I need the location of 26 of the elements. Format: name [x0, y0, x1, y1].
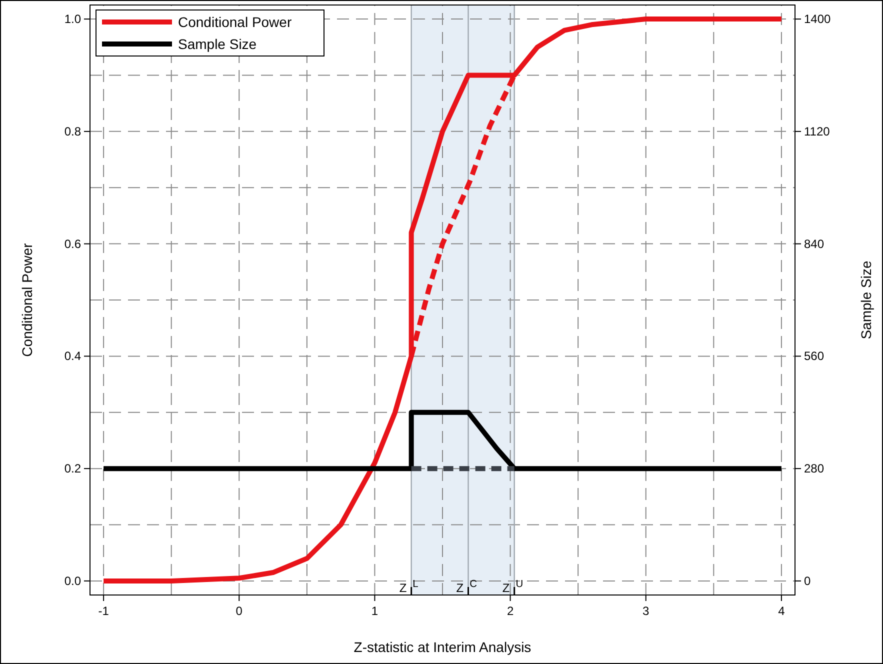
y2-tick-label: 1400 — [804, 12, 832, 26]
legend-label: Conditional Power — [178, 14, 292, 30]
y2-axis-title: Sample Size — [858, 260, 874, 340]
y2-tick-label: 1120 — [804, 124, 830, 138]
ref-line-label: Z$^{U}$ — [502, 578, 524, 595]
y2-tick-label: 0 — [804, 574, 811, 588]
y-tick-label: 1.0 — [64, 12, 82, 26]
x-tick-label: 1 — [371, 604, 378, 618]
ref-line-label: Z$^{L}$ — [399, 578, 419, 595]
legend-label: Sample Size — [178, 36, 257, 52]
y-tick-label: 0.0 — [64, 574, 82, 588]
y-tick-label: 0.8 — [64, 124, 82, 138]
y-tick-label: 0.6 — [64, 236, 82, 251]
y-axis-title: Conditional Power — [19, 242, 35, 357]
y2-tick-label: 560 — [804, 349, 824, 364]
x-tick-label: -1 — [98, 604, 110, 618]
x-tick-label: 2 — [506, 604, 514, 618]
y-tick-label: 0.2 — [64, 462, 82, 476]
x-axis-title: Z-statistic at Interim Analysis — [354, 639, 532, 655]
y2-tick-label: 840 — [804, 236, 824, 251]
ref-line-label: Z$^{C}$ — [456, 578, 477, 595]
y2-tick-label: 280 — [804, 462, 824, 476]
x-tick-label: 4 — [778, 604, 786, 618]
x-tick-label: 3 — [642, 604, 650, 618]
x-tick-label: 0 — [236, 604, 243, 618]
y-tick-label: 0.4 — [64, 349, 82, 364]
